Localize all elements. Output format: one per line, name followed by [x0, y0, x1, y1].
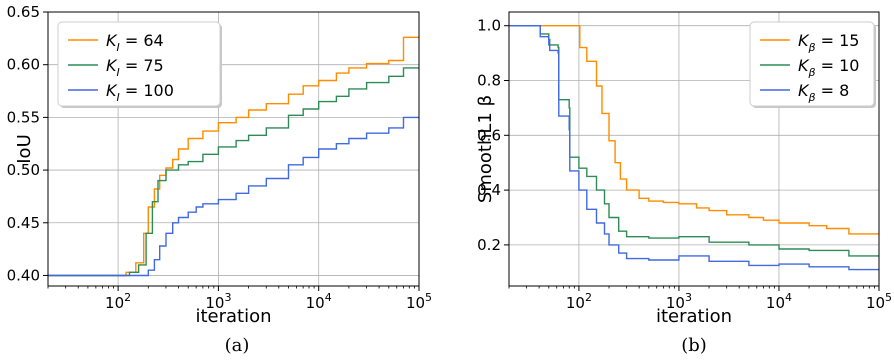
x-tick-base: 10 — [306, 294, 325, 312]
panel-a: 102 103 104 1050.400.450.500.550.600.65iter… — [7, 3, 432, 356]
legend-label: Kβ = 8 — [798, 81, 849, 104]
x-tick-exponent: 3 — [224, 291, 231, 304]
series-line-2 — [48, 116, 419, 277]
x-tick-label: 104 — [306, 291, 332, 312]
y-tick-label: 0.6 — [477, 126, 501, 144]
y-tick-label: 0.45 — [7, 214, 40, 232]
x-tick-exponent: 5 — [885, 291, 892, 304]
x-minor-ticks — [47, 286, 415, 289]
x-minor-ticks — [508, 286, 875, 289]
legend-symbol: K — [798, 81, 810, 100]
x-tick-exponent: 4 — [325, 291, 332, 304]
x-tick-exponent: 2 — [124, 291, 131, 304]
series-line-0 — [509, 25, 879, 235]
y-tick-label: 0.8 — [477, 72, 501, 90]
legend-subscript: β — [808, 91, 816, 104]
legend-value: = 100 — [120, 81, 174, 100]
series-line-1 — [48, 67, 419, 277]
legend-box — [749, 21, 875, 107]
legend-symbol: K — [106, 56, 118, 75]
series-line-1 — [509, 25, 879, 257]
legend-symbol: K — [798, 31, 810, 50]
panel-caption: (b) — [681, 335, 707, 356]
legend-label: KI = 64 — [106, 31, 164, 54]
x-tick-label: 102 — [105, 291, 131, 312]
legend-subscript: β — [808, 66, 816, 79]
x-axis-label: iteration — [195, 306, 271, 327]
y-tick-label: 0.65 — [7, 3, 40, 21]
legend-value: = 8 — [816, 81, 850, 100]
y-tick-label: 0.40 — [7, 266, 40, 284]
legend-value: = 10 — [816, 56, 860, 75]
legend-symbol: K — [106, 81, 118, 100]
legend-symbol: K — [106, 31, 118, 50]
plot-frame — [47, 11, 420, 287]
x-tick-base: 10 — [866, 294, 885, 312]
y-tick-label: 0.2 — [477, 236, 501, 254]
plot-frame — [508, 11, 880, 287]
x-tick-label: 105 — [866, 291, 892, 312]
x-tick-base: 10 — [766, 294, 785, 312]
y-tick-label: 0.60 — [7, 56, 40, 74]
x-tick-exponent: 5 — [425, 291, 432, 304]
legend-label: Kβ = 15 — [798, 31, 859, 54]
legend-value: = 75 — [120, 56, 164, 75]
legend-label: KI = 100 — [106, 81, 174, 104]
x-tick-base: 10 — [406, 294, 425, 312]
legend-subscript: β — [808, 41, 816, 54]
x-tick-base: 10 — [566, 294, 585, 312]
grid-lines — [509, 12, 880, 286]
x-tick-label: 102 — [566, 291, 592, 312]
legend-subscript: I — [117, 91, 120, 104]
x-tick-base: 10 — [105, 294, 124, 312]
legend-label: KI = 75 — [106, 56, 164, 79]
x-tick-exponent: 2 — [585, 291, 592, 304]
legend-value: = 64 — [120, 31, 164, 50]
legend-symbol: K — [798, 56, 810, 75]
legend-value: = 15 — [816, 31, 860, 50]
legend-box — [57, 21, 221, 107]
x-tick-label: 103 — [205, 291, 231, 312]
panel-b: 102 103 104 1050.20.40.60.81.0iterationSmoo… — [475, 11, 892, 356]
x-tick-label: 104 — [766, 291, 792, 312]
y-tick-label: 0.55 — [7, 108, 40, 126]
y-tick-label: 0.50 — [7, 161, 40, 179]
y-tick-label: 1.0 — [477, 17, 501, 35]
legend-subscript: I — [117, 66, 120, 79]
x-axis-label: iteration — [656, 306, 732, 327]
x-tick-label: 105 — [406, 291, 432, 312]
y-axis-label: IoU — [14, 134, 35, 164]
series-line-2 — [509, 25, 879, 271]
x-tick-exponent: 4 — [785, 291, 792, 304]
x-tick-exponent: 3 — [685, 291, 692, 304]
x-tick-base: 10 — [205, 294, 224, 312]
x-tick-label: 103 — [666, 291, 692, 312]
y-tick-label: 0.4 — [477, 181, 501, 199]
x-tick-base: 10 — [666, 294, 685, 312]
y-axis-label: SmoothL1 β — [475, 95, 496, 203]
legend-label: Kβ = 10 — [798, 56, 859, 79]
panel-caption: (a) — [225, 335, 250, 356]
legend-subscript: I — [117, 41, 120, 54]
